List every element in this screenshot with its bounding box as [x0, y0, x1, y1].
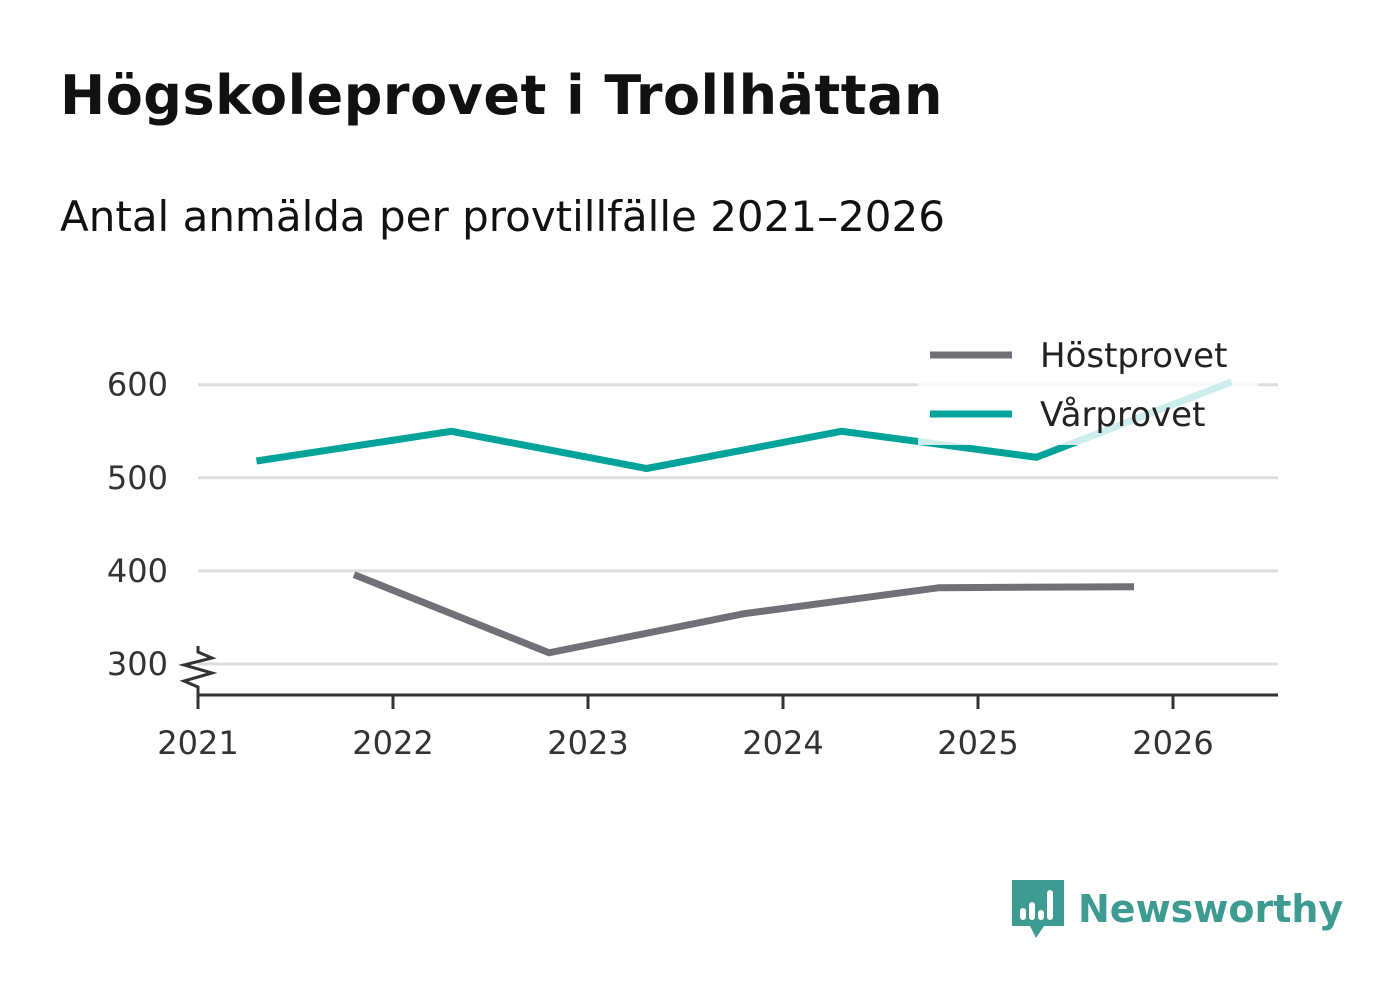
- x-tick-label-2024: 2024: [742, 724, 823, 762]
- chart-title: Högskoleprovet i Trollhättan: [60, 64, 943, 127]
- x-axis: 2021 2022 2023 2024 2025 2026: [157, 646, 1278, 762]
- y-tick-label-300: 300: [107, 645, 168, 683]
- x-tick-label-2026: 2026: [1132, 724, 1213, 762]
- x-tick-label-2022: 2022: [352, 724, 433, 762]
- legend: Höstprovet Vårprovet: [918, 330, 1258, 445]
- series-line-hostprovet: [352, 571, 1135, 657]
- x-tick-label-2021: 2021: [157, 724, 238, 762]
- newsworthy-logo-icon: [1012, 880, 1064, 938]
- legend-label-hostprovet: Höstprovet: [1040, 336, 1227, 376]
- x-tick-label-2025: 2025: [937, 724, 1018, 762]
- newsworthy-logo-text: Newsworthy: [1078, 887, 1344, 931]
- y-tick-label-500: 500: [107, 459, 168, 497]
- y-tick-label-600: 600: [107, 366, 168, 404]
- y-axis-labels: 300 400 500 600: [107, 366, 168, 683]
- axis-break-mark: [178, 646, 218, 695]
- newsworthy-logo: Newsworthy: [1012, 880, 1343, 938]
- legend-label-varprovet: Vårprovet: [1040, 395, 1205, 435]
- y-tick-label-400: 400: [107, 552, 168, 590]
- legend-background: [918, 330, 1258, 445]
- chart-subtitle: Antal anmälda per provtillfälle 2021–202…: [60, 192, 945, 241]
- x-tick-label-2023: 2023: [547, 724, 628, 762]
